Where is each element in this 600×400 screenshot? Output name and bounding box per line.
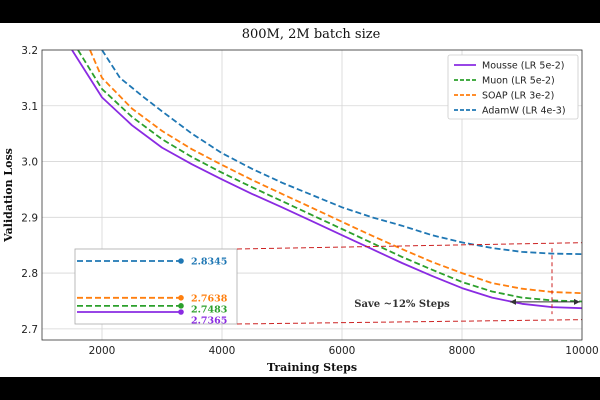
y-tick-label: 2.9 (21, 212, 38, 224)
final-value-label: 2.7483 (191, 304, 227, 315)
y-tick-label: 2.8 (21, 268, 38, 280)
x-tick-label: 2000 (89, 345, 116, 357)
plot-frame (41, 49, 583, 341)
legend-entry: Mousse (LR 5e-2) (482, 61, 564, 72)
series-line-adamw (101, 50, 582, 255)
save-annotation-text: Save ~12% Steps (354, 299, 450, 310)
inset-endpoint-dot (178, 309, 184, 315)
legend-box (447, 54, 579, 120)
zoom-connector-top (236, 242, 583, 250)
x-tick-label: 8000 (449, 345, 476, 357)
final-value-label: 2.7638 (191, 293, 228, 304)
save-arrow-head-left (510, 298, 516, 305)
legend-entry: SOAP (LR 3e-2) (482, 91, 554, 102)
legend: Mousse (LR 5e-2) Muon (LR 5e-2) SOAP (LR 3… (447, 54, 579, 120)
final-value-label: 2.8345 (191, 257, 227, 268)
save-arrow-head-right (574, 298, 580, 305)
zoom-connector-bottom (236, 319, 583, 325)
series-line-soap (89, 50, 582, 295)
chart-title: 800M, 2M batch size (242, 27, 381, 42)
y-tick-label: 2.7 (21, 324, 38, 336)
top-black-band (0, 0, 600, 23)
y-axis-label: Validation Loss (2, 148, 15, 243)
y-tick-label: 3.1 (21, 101, 38, 113)
final-value-label: 2.7365 (191, 315, 227, 326)
x-tick-label: 4000 (209, 345, 236, 357)
series-line-muon (77, 50, 582, 303)
y-tick-label: 3.2 (21, 45, 38, 57)
legend-entry: Muon (LR 5e-2) (482, 76, 555, 87)
series-line-mousse (71, 50, 582, 310)
inset-endpoint-dot (178, 303, 184, 309)
series-lines (71, 50, 582, 310)
y-tick-label: 3.0 (21, 157, 38, 169)
x-tick-label: 10000 (565, 345, 598, 357)
x-tick-label: 6000 (329, 345, 356, 357)
axis-ticks: 2000 4000 6000 8000 10000 2.7 2.8 2.9 3.0 3.1 3.2 (21, 45, 598, 357)
x-axis-label: Training Steps (267, 361, 357, 374)
legend-entry: AdamW (LR 4e-3) (482, 106, 566, 117)
inset-endpoint-dot (178, 294, 184, 301)
inset-endpoint-dot (178, 258, 184, 264)
bottom-black-band (0, 377, 600, 400)
